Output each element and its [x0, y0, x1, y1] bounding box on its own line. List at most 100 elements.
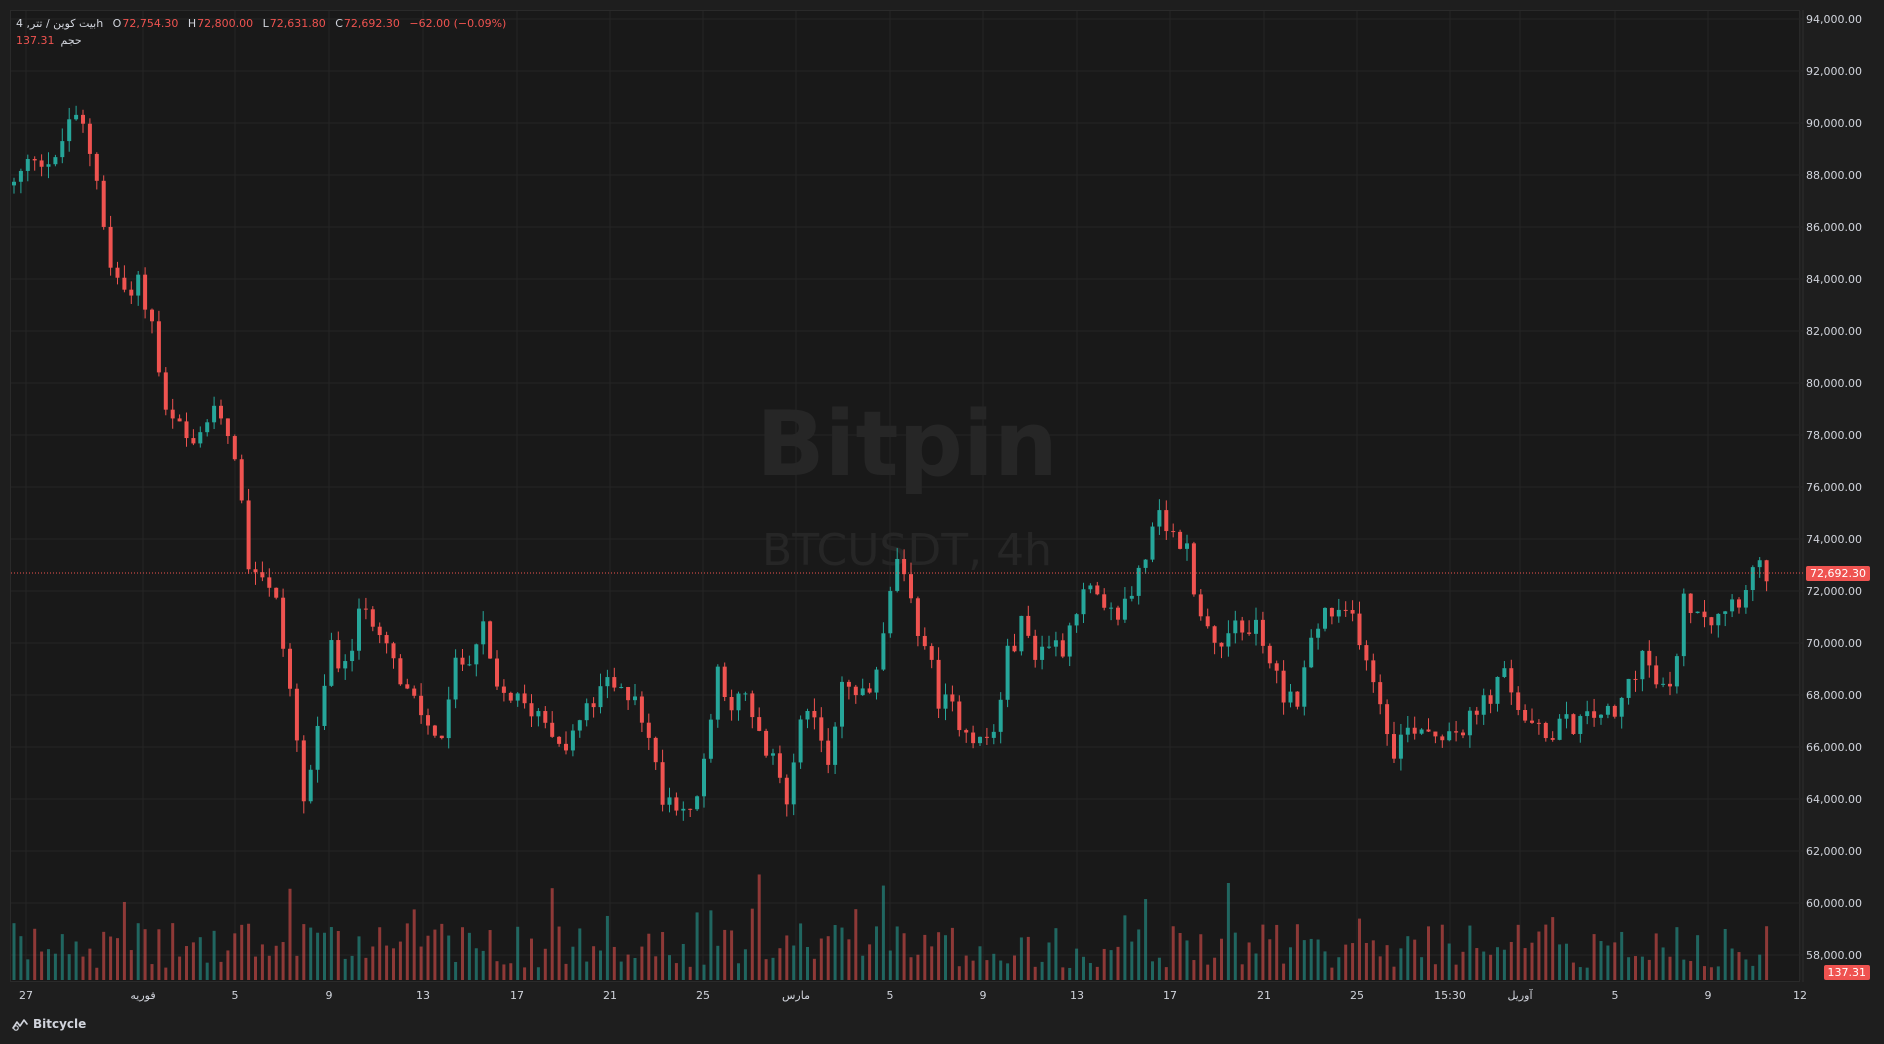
candle-body: [412, 688, 417, 696]
candle-body: [536, 711, 541, 717]
low-label: L: [262, 17, 269, 30]
volume-bar: [26, 959, 30, 980]
volume-bar: [826, 936, 830, 980]
candle-body: [1737, 599, 1741, 608]
candle-body: [874, 669, 879, 693]
candle-body: [1481, 695, 1486, 715]
volume-bar: [502, 964, 506, 980]
volume-bar: [1116, 946, 1120, 980]
volume-bar: [1068, 967, 1072, 980]
volume-bar: [33, 928, 37, 980]
volume-bar: [909, 957, 913, 980]
volume-bar: [957, 966, 961, 980]
ohlc-row: بیت کوین / تتر, 4h O72,754.30 H72,800.00…: [16, 15, 512, 32]
candle-body: [957, 701, 962, 731]
candle-body: [474, 644, 479, 665]
time-tick-label: 5: [232, 989, 239, 1002]
volume-bar: [1475, 948, 1479, 980]
candle-body: [1674, 656, 1679, 687]
candle-body: [688, 808, 693, 810]
volume-bar: [799, 923, 803, 980]
candle-body: [322, 685, 327, 726]
volume-bar: [1019, 937, 1023, 980]
volume-bar: [1502, 949, 1506, 980]
volume-bar: [1585, 967, 1589, 980]
candle-body: [101, 180, 106, 227]
volume-bar: [1530, 942, 1534, 980]
volume-bar: [1006, 963, 1010, 980]
volume-bar: [281, 942, 285, 980]
volume-bar: [1454, 964, 1458, 980]
volume-bar: [1075, 948, 1079, 980]
candle-body: [1205, 616, 1210, 627]
volume-bar: [1137, 929, 1141, 980]
volume-bar: [1751, 965, 1755, 980]
candle-body: [998, 699, 1003, 732]
volume-bar: [1130, 941, 1134, 980]
volume-bar: [1289, 947, 1292, 980]
volume-bar: [723, 929, 727, 980]
candle-body: [1764, 560, 1769, 582]
volume-bar: [102, 931, 106, 980]
symbol-label[interactable]: بیت کوین / تتر, 4h: [16, 17, 104, 30]
volume-bar: [178, 956, 182, 980]
volume-bar: [1420, 957, 1424, 980]
price-tick-label: 78,000.00: [1806, 429, 1862, 442]
candle-body: [377, 626, 382, 636]
volume-bar: [1309, 938, 1313, 980]
volume-bar: [626, 954, 630, 980]
volume-bar: [1682, 959, 1686, 980]
volume-bar: [1026, 936, 1030, 980]
volume-bar: [999, 960, 1003, 980]
candle-body: [1329, 607, 1334, 617]
time-tick-label: 13: [416, 989, 430, 1002]
candle-body: [1495, 676, 1500, 704]
candle-body: [1723, 611, 1728, 614]
volume-bar: [1385, 945, 1389, 980]
candle-body: [619, 687, 624, 689]
candle-body: [1288, 691, 1293, 703]
volume-bar: [1689, 961, 1693, 980]
volume-bar: [661, 932, 665, 980]
time-tick-label: فوریه: [130, 989, 155, 1002]
candle-body: [1019, 615, 1024, 652]
candle-body: [784, 777, 789, 805]
candle-body: [460, 657, 465, 665]
candle-body: [288, 648, 292, 689]
candle-body: [1074, 614, 1079, 626]
candle-body: [1626, 678, 1631, 698]
candle-body: [1226, 633, 1231, 647]
candle-body: [1523, 709, 1528, 721]
volume-bar: [1730, 948, 1734, 980]
volume-bar: [564, 963, 568, 980]
plot-area[interactable]: [10, 10, 1800, 982]
candle-body: [1219, 642, 1224, 647]
candle-body: [1254, 619, 1258, 634]
price-tick-label: 62,000.00: [1806, 845, 1862, 858]
candle-body: [398, 658, 403, 685]
footer-brand[interactable]: Bitcycle: [12, 1017, 86, 1031]
candle-body: [219, 405, 223, 419]
candle-body: [156, 321, 161, 373]
volume-bar: [1489, 954, 1493, 980]
candle-body: [1605, 705, 1610, 715]
volume-bar: [454, 961, 458, 980]
candle-body: [1281, 670, 1286, 703]
candle-body: [936, 659, 941, 709]
volume-bar: [619, 961, 623, 980]
volume-bar: [1220, 938, 1223, 980]
volume-bar: [419, 946, 423, 980]
volume-bar: [1620, 931, 1624, 980]
volume-bar: [392, 948, 395, 980]
candle-body: [508, 692, 513, 701]
candle-body: [1129, 595, 1134, 599]
volume-bar: [60, 934, 64, 980]
candle-body: [591, 703, 596, 708]
candle-body: [32, 158, 37, 161]
volume-bar: [764, 959, 768, 980]
candle-body: [1088, 585, 1093, 590]
candle-body: [246, 500, 251, 570]
candle-body: [1661, 683, 1666, 685]
candle-body: [1640, 650, 1645, 680]
